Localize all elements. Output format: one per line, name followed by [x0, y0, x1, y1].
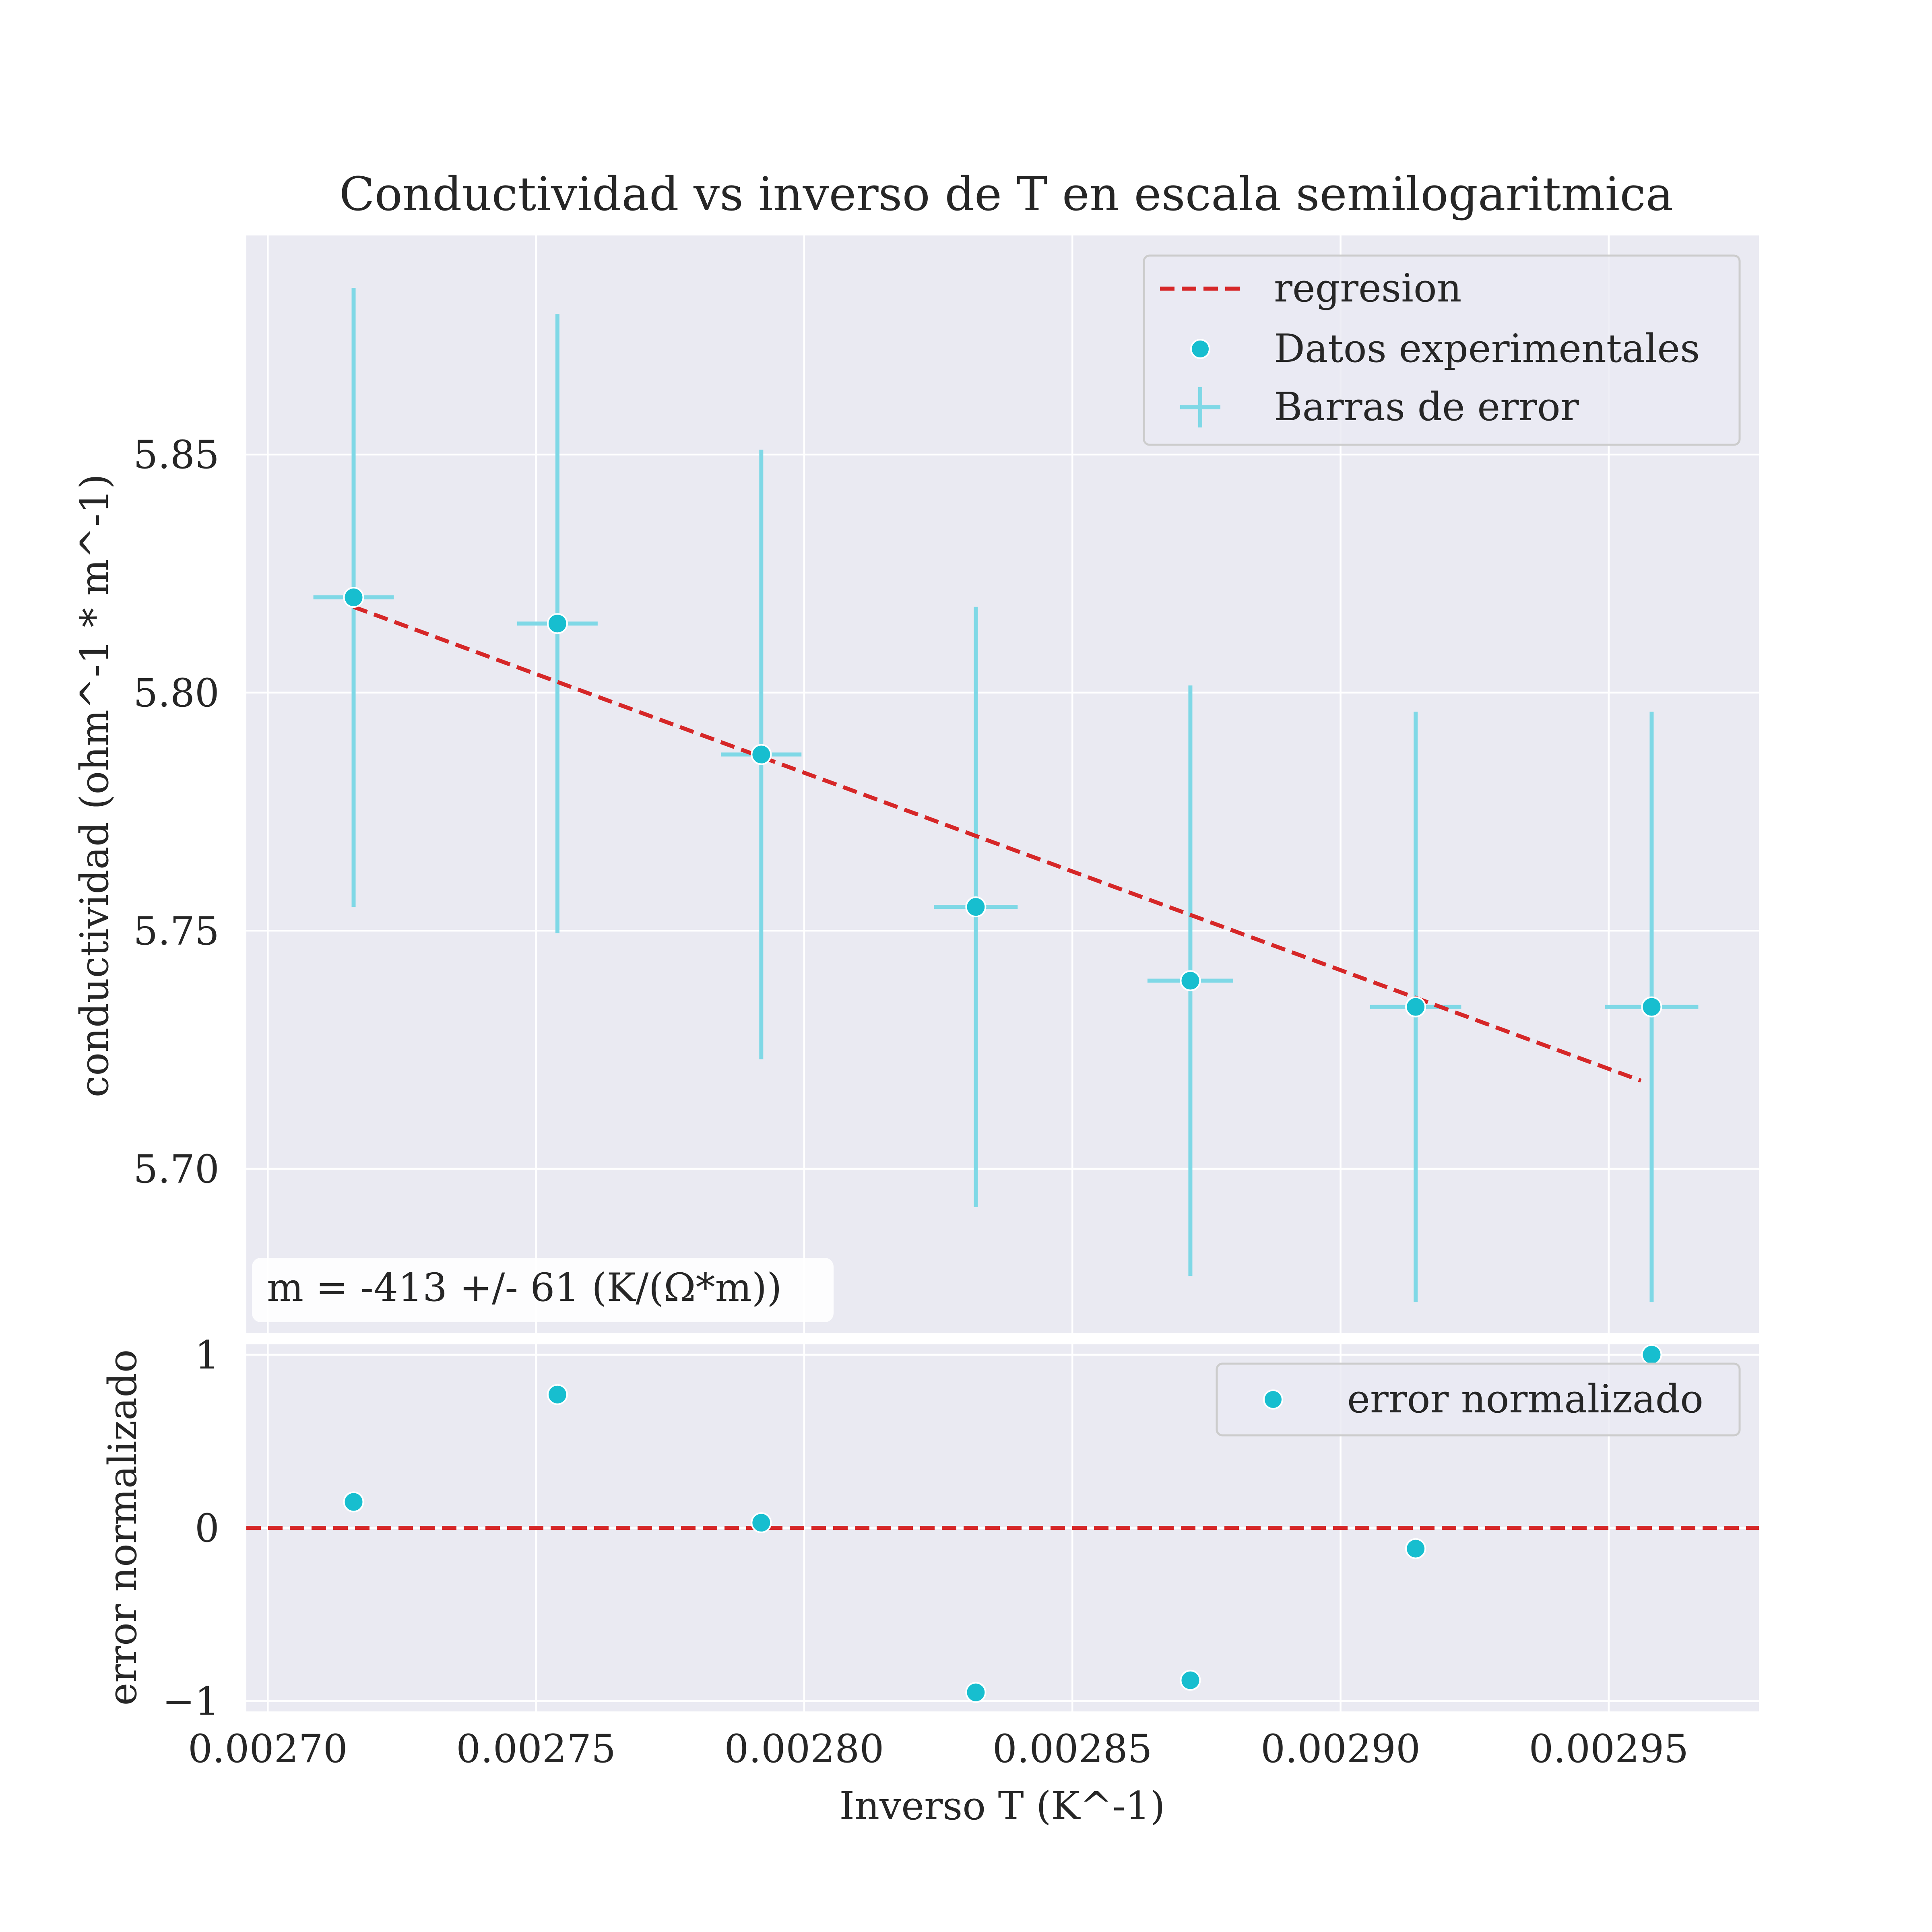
data-points [343, 587, 1662, 1018]
normalized-error-point-5 [1405, 1538, 1426, 1559]
legend-datos-swatch [1190, 339, 1210, 359]
top-legend-box [1143, 254, 1741, 446]
data-point-6 [1641, 996, 1662, 1018]
regression-line-group [353, 605, 1642, 1083]
normalized-error-point-0 [343, 1491, 364, 1513]
normalized-error-point-6 [1641, 1344, 1662, 1365]
bottom-legend: error normalizado [1216, 1362, 1741, 1437]
bottom-y-tick-label-2: 1 [195, 1333, 219, 1378]
top-grid [246, 235, 1759, 1333]
normalized-error-points [343, 1344, 1662, 1703]
top-y-tick-label-1: 5.75 [133, 908, 219, 954]
x-tick-label-2: 0.00280 [724, 1726, 884, 1771]
legend-regresion-label: regresion [1274, 266, 1461, 311]
normalized-error-point-2 [751, 1512, 772, 1534]
x-tick-labels: 0.00270 0.00275 0.00280 0.00285 0.00290 0.002… [188, 1726, 1689, 1771]
legend-barras-label: Barras de error [1274, 384, 1579, 429]
bottom-grid [246, 1344, 1759, 1711]
data-point-5 [1405, 996, 1426, 1018]
normalized-error-point-3 [965, 1682, 987, 1703]
bottom-axes: −1 0 1 0.00270 0.00275 0.00280 0.00285 0.00290… [100, 1333, 1759, 1829]
top-y-axis-label: conductividad (ohm^-1 * m^-1) [72, 474, 117, 1098]
slope-annotation-text: m = -413 +/- 61 (K/(Ω*m)) [267, 1265, 782, 1310]
legend-error-normalizado-label: error normalizado [1347, 1377, 1703, 1422]
top-axes: 5.70 5.75 5.80 5.85 regresion Datos experim… [72, 235, 1759, 1333]
chart-title: Conductividad vs inverso de T en escala … [339, 167, 1674, 221]
bottom-y-tick-label-1: 0 [195, 1506, 219, 1551]
top-legend: regresion Datos experimentales Barras de… [1143, 254, 1741, 446]
bottom-y-tick-label-0: −1 [162, 1679, 219, 1724]
regression-line [353, 605, 1642, 1083]
bottom-y-tick-labels: −1 0 1 [162, 1333, 219, 1724]
x-axis-label: Inverso T (K^-1) [839, 1783, 1165, 1829]
top-y-tick-labels: 5.70 5.75 5.80 5.85 [133, 432, 219, 1192]
x-tick-label-4: 0.00290 [1261, 1726, 1420, 1771]
data-point-0 [343, 587, 364, 608]
legend-error-normalizado-swatch [1263, 1389, 1283, 1410]
top-y-tick-label-2: 5.80 [133, 671, 219, 716]
data-point-2 [751, 744, 772, 765]
bottom-legend-box [1216, 1362, 1741, 1437]
bottom-y-axis-label: error normalizado [100, 1349, 145, 1705]
data-point-1 [547, 613, 568, 634]
data-point-4 [1180, 970, 1201, 991]
data-point-3 [965, 896, 987, 918]
slope-annotation-box [252, 1258, 834, 1322]
x-tick-label-1: 0.00275 [456, 1726, 616, 1771]
x-tick-label-3: 0.00285 [993, 1726, 1152, 1771]
x-tick-label-5: 0.00295 [1529, 1726, 1688, 1771]
top-y-tick-label-3: 5.85 [133, 432, 219, 477]
legend-datos-label: Datos experimentales [1274, 326, 1700, 371]
normalized-error-point-4 [1180, 1670, 1201, 1691]
slope-annotation: m = -413 +/- 61 (K/(Ω*m)) [252, 1258, 834, 1322]
normalized-error-point-1 [547, 1384, 568, 1405]
top-y-tick-label-0: 5.70 [133, 1147, 219, 1192]
x-tick-label-0: 0.00270 [188, 1726, 348, 1771]
